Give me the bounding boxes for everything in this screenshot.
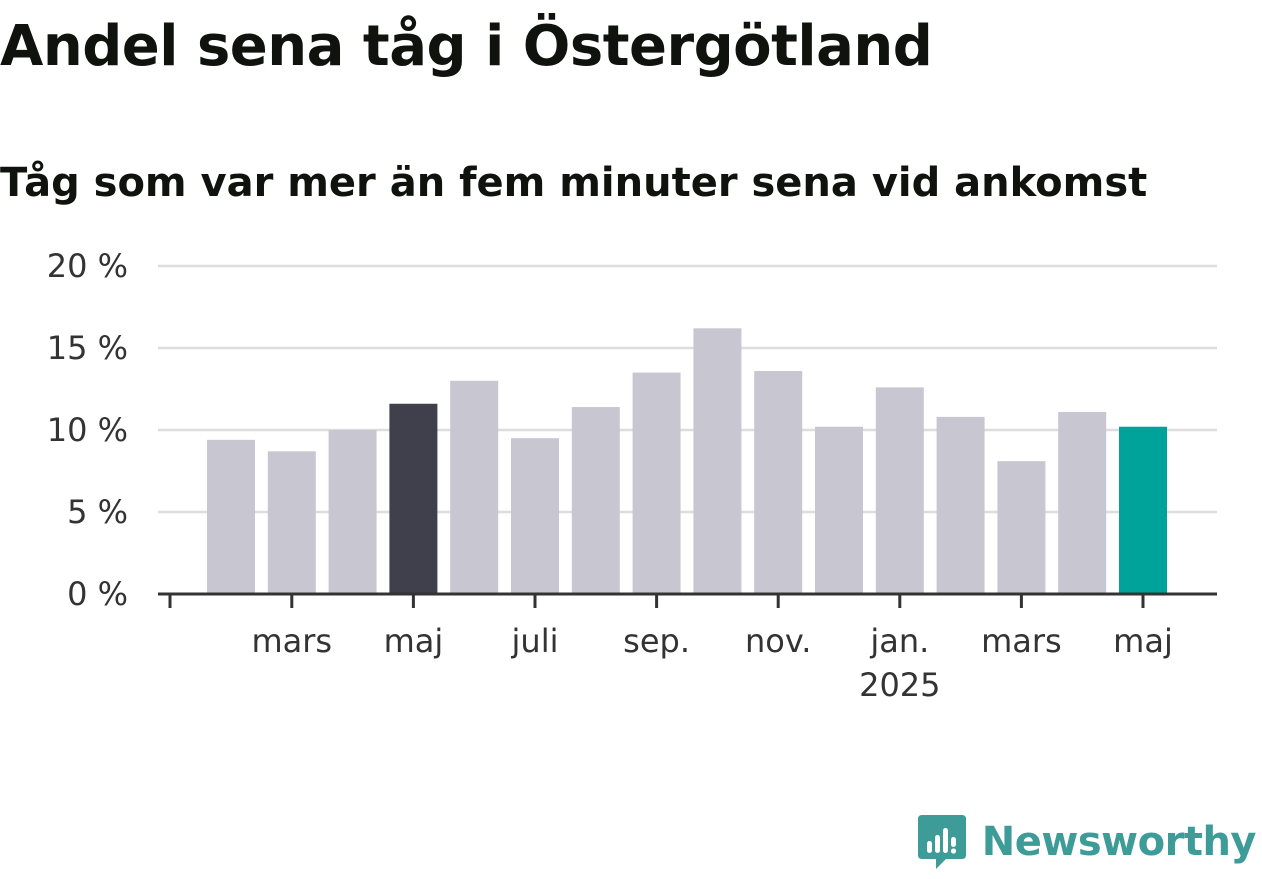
y-tick-label: 15 % (47, 329, 128, 367)
bar-2024-04 (328, 430, 377, 594)
y-tick-label: 20 % (47, 247, 128, 285)
bar-2024-10 (693, 328, 742, 594)
x-tick-label: maj (1113, 622, 1173, 660)
grid-lines (158, 264, 1217, 514)
x-axis-labels: mars maj juli sep. nov. jan. 2025 mars maj (251, 622, 1172, 704)
x-tick-label: jan. (869, 622, 929, 660)
chart-title: Andel sena tåg i Östergötland (0, 14, 933, 79)
newsworthy-logo-icon (917, 815, 966, 869)
x-tick-label: juli (511, 622, 559, 660)
x-tick-label: maj (384, 622, 444, 660)
bars (207, 328, 1167, 594)
x-tick-year-label: 2025 (859, 666, 940, 704)
y-tick-label: 0 % (67, 575, 128, 613)
bar-2024-05 (389, 403, 438, 594)
brand-logo: Newsworthy (916, 811, 1257, 873)
bar-2024-08 (571, 407, 620, 594)
bar-2025-04 (1058, 411, 1107, 594)
bar-2025-01 (875, 387, 924, 594)
x-tick-label: mars (981, 622, 1062, 660)
bar-2024-09 (632, 372, 681, 594)
bar-2025-02 (936, 416, 985, 594)
y-tick-label: 10 % (47, 411, 128, 449)
x-tick-label: sep. (623, 622, 690, 660)
bar-2025-05 (1119, 426, 1167, 594)
x-tick-label: nov. (745, 622, 811, 660)
x-tick-label: mars (251, 622, 332, 660)
bar-2024-06 (450, 380, 499, 594)
bar-2024-11 (754, 370, 803, 594)
bar-2024-12 (815, 426, 863, 594)
x-axis (158, 592, 1217, 608)
bar-2025-03 (997, 461, 1046, 594)
y-axis-labels: 0 % 5 % 10 % 15 % 20 % (47, 247, 128, 613)
bar-2024-07 (511, 438, 559, 594)
y-tick-label: 5 % (67, 493, 128, 531)
bar-2024-03 (267, 451, 316, 594)
bar-2024-02 (207, 439, 255, 594)
chart-subtitle: Tåg som var mer än fem minuter sena vid … (0, 160, 1148, 206)
brand-name: Newsworthy (981, 819, 1257, 865)
